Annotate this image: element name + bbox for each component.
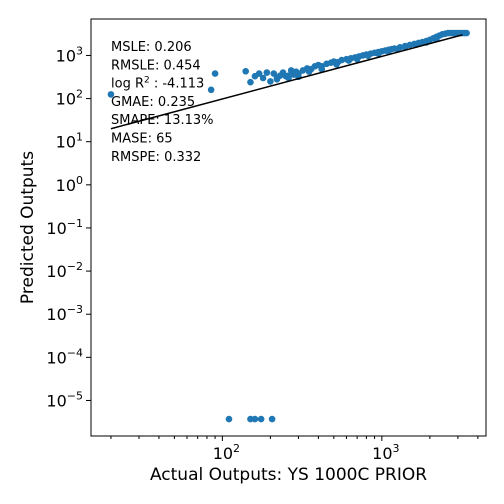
data-point — [225, 415, 233, 423]
data-point — [305, 68, 313, 75]
data-point — [393, 45, 401, 53]
y-axis: 10−5 10−4 10−3 10−2 10−1 100 101 102 103 — [46, 44, 91, 410]
x-axis-label: Actual Outputs: YS 1000C PRIOR — [150, 465, 427, 485]
metrics-annotation: MSLE: 0.206 RMSLE: 0.454 log R2 : -4.113 GM… — [111, 40, 214, 165]
data-point — [247, 78, 254, 86]
tick-label: 102 — [213, 442, 240, 463]
data-point — [242, 67, 249, 75]
data-point — [107, 91, 115, 98]
fit-line — [110, 34, 463, 130]
metric-text: MSLE: 0.206 — [111, 40, 192, 55]
data-point — [285, 72, 292, 79]
tick-label: 103 — [56, 44, 83, 65]
tick-label: 101 — [56, 131, 83, 152]
data-point — [273, 75, 281, 83]
data-point — [207, 86, 215, 94]
tick-label: 10−2 — [46, 260, 83, 281]
tick-label: 10−5 — [46, 389, 83, 410]
data-point — [374, 50, 382, 57]
data-point — [353, 55, 361, 63]
data-point — [251, 415, 259, 423]
metric-text: log R2 : -4.113 — [111, 76, 204, 92]
data-point — [318, 65, 326, 73]
tick-label: 10−3 — [46, 303, 83, 324]
y-axis-label: Predicted Outputs — [18, 151, 38, 304]
tick-label: 103 — [372, 442, 399, 463]
data-point — [345, 57, 353, 64]
data-point — [211, 70, 219, 77]
tick-label: 10−1 — [46, 217, 83, 238]
metric-text: RMSLE: 0.454 — [111, 58, 201, 73]
metric-text: MASE: 65 — [111, 132, 173, 147]
metric-text: GMAE: 0.235 — [111, 95, 195, 110]
tick-label: 10−4 — [46, 346, 83, 367]
tick-label: 102 — [56, 88, 83, 109]
data-points — [107, 29, 470, 423]
data-point — [333, 61, 340, 68]
metric-text: SMAPE: 13.13% — [111, 113, 214, 128]
x-axis: 102 103 — [110, 436, 479, 463]
data-point — [257, 415, 265, 423]
metric-text: RMSPE: 0.332 — [111, 150, 201, 165]
data-point — [463, 29, 470, 37]
data-point — [268, 415, 276, 423]
data-point — [364, 52, 372, 60]
data-point — [385, 47, 392, 55]
data-point — [401, 43, 409, 51]
data-point — [267, 78, 274, 85]
data-point — [263, 69, 271, 76]
data-point — [259, 74, 267, 82]
tick-label: 100 — [56, 174, 83, 195]
data-point — [255, 70, 263, 77]
